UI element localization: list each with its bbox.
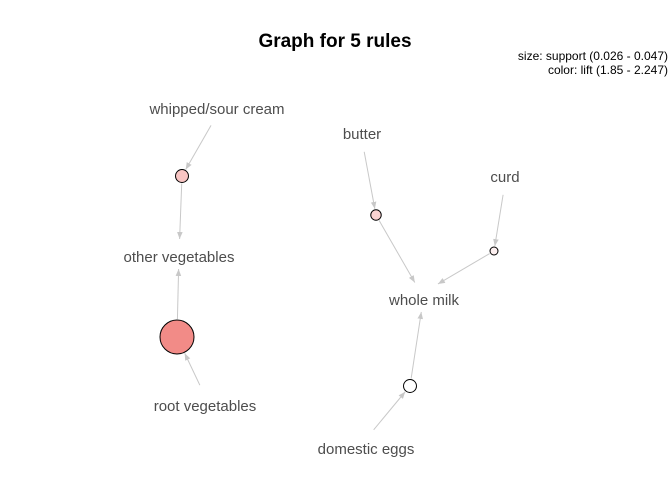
chart-title: Graph for 5 rules <box>258 31 411 52</box>
edge-rule-3-to-whole-milk <box>379 220 415 282</box>
edge-rule-1-to-other-vegetables <box>180 183 182 239</box>
item-label-domestic-eggs: domestic eggs <box>318 441 415 458</box>
edge-whipped-sour-cream-to-rule-1 <box>186 125 211 169</box>
rule-node-rule-2 <box>160 320 194 354</box>
rule-node-rule-1 <box>176 170 189 183</box>
item-label-whole-milk: whole milk <box>388 292 460 309</box>
item-label-root-vegetables: root vegetables <box>154 398 257 415</box>
edge-rule-5-to-whole-milk <box>411 312 421 379</box>
item-label-curd: curd <box>490 169 519 186</box>
edge-butter-to-rule-3 <box>364 152 375 209</box>
item-label-layer: whipped/sour cream other vegetables root… <box>124 101 520 458</box>
rule-node-rule-5 <box>404 380 417 393</box>
rule-node-layer <box>160 170 498 393</box>
legend-size: size: support (0.026 - 0.047) <box>518 49 668 63</box>
item-label-butter: butter <box>343 126 381 143</box>
edge-rule-4-to-whole-milk <box>438 254 490 284</box>
rule-node-rule-3 <box>371 210 381 220</box>
edge-curd-to-rule-4 <box>495 195 503 246</box>
rule-node-rule-4 <box>490 247 498 255</box>
item-label-whipped-sour-cream: whipped/sour cream <box>148 101 284 118</box>
legend-color: color: lift (1.85 - 2.247) <box>548 63 668 77</box>
edge-root-vegetables-to-rule-2 <box>185 353 200 385</box>
edge-domestic-eggs-to-rule-5 <box>374 392 406 430</box>
edge-layer <box>177 125 503 429</box>
edge-rule-2-to-other-vegetables <box>177 269 178 319</box>
item-label-other-vegetables: other vegetables <box>124 249 235 266</box>
